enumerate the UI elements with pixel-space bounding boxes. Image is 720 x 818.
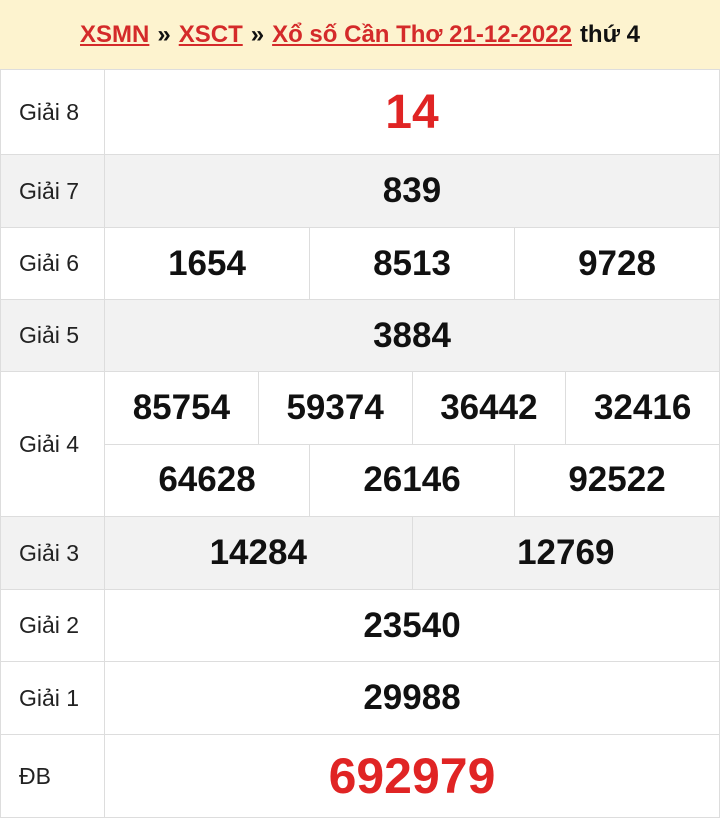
breadcrumb-text: thứ 4 [579,20,640,48]
prize-label: Giải 6 [0,228,105,300]
prize-label: Giải 4 [0,372,105,517]
breadcrumb: XSMN» XSCT» Xổ số Cần Thơ 21-12-2022 thứ 4 [0,0,720,70]
prize-number: 839 [105,155,720,228]
prize-label: Giải 7 [0,155,105,228]
prize-number: 23540 [105,590,720,662]
prize-label: Giải 8 [0,70,105,155]
nav-link[interactable]: Xổ số Cần Thơ 21-12-2022 [272,20,572,48]
prize-number: 14 [105,70,720,155]
prize-number: 692979 [105,735,720,818]
prize-label: ĐB [0,735,105,818]
prize-number: 36442 [412,372,567,445]
prize-number: 92522 [515,444,720,517]
prize-number: 3884 [105,300,720,372]
prize-label: Giải 1 [0,662,105,735]
prize-label: Giải 2 [0,590,105,662]
prize-number: 59374 [258,372,413,445]
prize-label: Giải 3 [0,517,105,590]
prize-number: 26146 [310,444,515,517]
breadcrumb-text: » [157,20,171,48]
prize-number: 9728 [515,228,720,300]
prize-number: 32416 [566,372,720,445]
prize-number: 8513 [310,228,515,300]
prize-label: Giải 5 [0,300,105,372]
prize-number: 14284 [105,517,413,590]
prize-number: 85754 [105,372,259,445]
prize-number: 64628 [105,444,310,517]
prize-number: 12769 [412,517,720,590]
nav-link[interactable]: XSCT [178,20,243,48]
nav-link[interactable]: XSMN [80,20,150,48]
prize-number: 29988 [105,662,720,735]
prize-number: 1654 [105,228,310,300]
breadcrumb-text: » [250,20,265,48]
